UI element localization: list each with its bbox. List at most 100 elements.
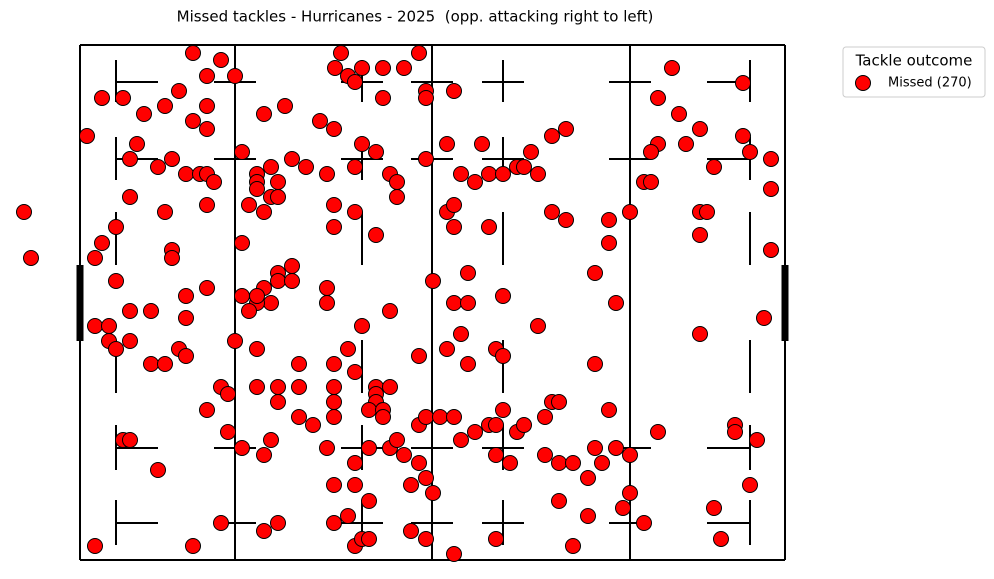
point [199, 197, 215, 213]
point [108, 219, 124, 235]
point [467, 174, 483, 190]
point [122, 189, 138, 205]
point [439, 341, 455, 357]
point [291, 409, 307, 425]
point [488, 417, 504, 433]
point [256, 523, 272, 539]
point [122, 151, 138, 167]
point [347, 159, 363, 175]
point [763, 181, 779, 197]
point [622, 485, 638, 501]
point [403, 523, 419, 539]
point [692, 227, 708, 243]
point [587, 440, 603, 456]
point [495, 402, 511, 418]
point [418, 409, 434, 425]
point [622, 204, 638, 220]
point [227, 68, 243, 84]
point [361, 440, 377, 456]
point [312, 113, 328, 129]
point [411, 455, 427, 471]
point [558, 212, 574, 228]
point [495, 348, 511, 364]
point [622, 447, 638, 463]
point [361, 402, 377, 418]
point [558, 121, 574, 137]
point [749, 432, 765, 448]
point [537, 409, 553, 425]
point [418, 470, 434, 486]
point [418, 531, 434, 547]
point [326, 477, 342, 493]
point [284, 273, 300, 289]
point [446, 295, 462, 311]
point [143, 356, 159, 372]
point [361, 531, 377, 547]
point [608, 295, 624, 311]
point [375, 60, 391, 76]
point [565, 538, 581, 554]
point [565, 455, 581, 471]
point [284, 258, 300, 274]
point [327, 60, 343, 76]
point [213, 515, 229, 531]
point [418, 151, 434, 167]
point [185, 538, 201, 554]
point [615, 500, 631, 516]
point [418, 90, 434, 106]
point [185, 113, 201, 129]
point [326, 121, 342, 137]
point [481, 219, 497, 235]
point [319, 166, 335, 182]
point [270, 379, 286, 395]
point [16, 204, 32, 220]
point [502, 455, 518, 471]
point [713, 531, 729, 547]
point [671, 106, 687, 122]
point [446, 197, 462, 213]
point [678, 136, 694, 152]
point [199, 121, 215, 137]
point [495, 166, 511, 182]
point [220, 424, 236, 440]
point [551, 493, 567, 509]
chart-title: Missed tackles - Hurricanes - 2025 (opp.… [177, 8, 654, 26]
point [481, 166, 497, 182]
point [291, 356, 307, 372]
point [333, 45, 349, 61]
point [523, 144, 539, 160]
point [234, 440, 250, 456]
point [234, 144, 250, 160]
point [706, 500, 722, 516]
point [326, 197, 342, 213]
point [382, 379, 398, 395]
point [94, 90, 110, 106]
point [305, 417, 321, 433]
point [256, 106, 272, 122]
point [263, 159, 279, 175]
point [164, 151, 180, 167]
point [241, 197, 257, 213]
point [171, 83, 187, 99]
point [249, 379, 265, 395]
point [164, 250, 180, 266]
point [241, 303, 257, 319]
point [150, 462, 166, 478]
point [354, 60, 370, 76]
point [157, 98, 173, 114]
point [460, 356, 476, 372]
point [411, 348, 427, 364]
point [122, 432, 138, 448]
point [270, 273, 286, 289]
point [108, 273, 124, 289]
point [432, 409, 448, 425]
point [277, 98, 293, 114]
point [664, 60, 680, 76]
point [270, 174, 286, 190]
point [530, 318, 546, 334]
point [326, 379, 342, 395]
point [157, 204, 173, 220]
point [347, 477, 363, 493]
point [199, 98, 215, 114]
